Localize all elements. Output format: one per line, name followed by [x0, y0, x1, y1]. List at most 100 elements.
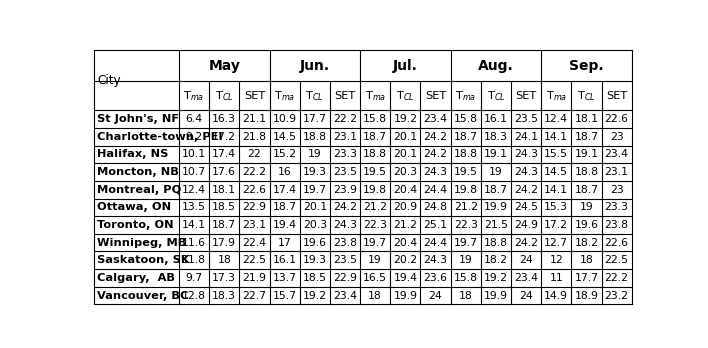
Text: 20.3: 20.3	[393, 167, 418, 177]
Text: Jun.: Jun.	[299, 58, 330, 73]
Text: 19.1: 19.1	[574, 149, 598, 159]
Text: 13.7: 13.7	[273, 273, 297, 283]
Text: 22.5: 22.5	[605, 255, 629, 265]
Text: 19.9: 19.9	[484, 202, 508, 212]
Text: Vancouver, BC: Vancouver, BC	[97, 291, 188, 301]
Text: 19.4: 19.4	[273, 220, 297, 230]
Text: 24.1: 24.1	[514, 132, 538, 142]
Text: 19.2: 19.2	[484, 273, 508, 283]
Text: 14.1: 14.1	[182, 220, 206, 230]
Text: Halifax, NS: Halifax, NS	[97, 149, 169, 159]
Text: 24: 24	[519, 255, 533, 265]
Text: 18.7: 18.7	[363, 132, 387, 142]
Text: SET: SET	[334, 91, 355, 101]
Text: 19.6: 19.6	[574, 220, 598, 230]
Text: 17.3: 17.3	[212, 273, 236, 283]
Text: 18.1: 18.1	[212, 185, 236, 195]
Text: 6.4: 6.4	[185, 114, 202, 124]
Text: 19.9: 19.9	[484, 291, 508, 301]
Text: 24.3: 24.3	[514, 149, 538, 159]
Text: 19.6: 19.6	[303, 238, 327, 248]
Text: 24.4: 24.4	[423, 185, 447, 195]
Text: 23.4: 23.4	[605, 149, 629, 159]
Text: T$_{CL}$: T$_{CL}$	[305, 89, 324, 103]
Text: 19.3: 19.3	[303, 167, 327, 177]
Text: 20.4: 20.4	[393, 238, 418, 248]
Text: 14.1: 14.1	[544, 185, 569, 195]
Text: 17: 17	[278, 238, 292, 248]
Text: 24: 24	[519, 291, 533, 301]
Text: 19.7: 19.7	[454, 238, 478, 248]
Text: 15.8: 15.8	[454, 273, 478, 283]
Text: 23: 23	[610, 185, 624, 195]
Text: Sep.: Sep.	[569, 58, 604, 73]
Text: 16.5: 16.5	[363, 273, 387, 283]
Text: Calgary,  AB: Calgary, AB	[97, 273, 176, 283]
Text: Toronto, ON: Toronto, ON	[97, 220, 174, 230]
Text: 24.2: 24.2	[423, 132, 447, 142]
Text: 20.1: 20.1	[303, 202, 327, 212]
Text: 24.2: 24.2	[514, 238, 538, 248]
Text: 18.7: 18.7	[454, 132, 478, 142]
Text: 24.8: 24.8	[423, 202, 447, 212]
Text: 20.9: 20.9	[393, 202, 418, 212]
Text: 17.4: 17.4	[212, 149, 236, 159]
Text: 18.8: 18.8	[484, 238, 508, 248]
Text: 17.2: 17.2	[212, 132, 236, 142]
Text: 21.1: 21.1	[242, 114, 266, 124]
Text: 15.8: 15.8	[363, 114, 387, 124]
Text: 23.8: 23.8	[605, 220, 629, 230]
Text: SET: SET	[425, 91, 446, 101]
Text: 20.1: 20.1	[393, 132, 418, 142]
Text: 19.5: 19.5	[454, 167, 478, 177]
Text: 19.9: 19.9	[394, 291, 417, 301]
Text: 11: 11	[549, 273, 563, 283]
Text: 21.2: 21.2	[454, 202, 478, 212]
Text: 18.7: 18.7	[273, 202, 297, 212]
Text: SET: SET	[515, 91, 537, 101]
Text: SET: SET	[244, 91, 265, 101]
Text: T$_{CL}$: T$_{CL}$	[577, 89, 595, 103]
Text: 24.2: 24.2	[423, 149, 447, 159]
Text: 18: 18	[580, 255, 593, 265]
Text: 23.2: 23.2	[605, 291, 629, 301]
Text: 23.3: 23.3	[333, 149, 357, 159]
Text: 23.5: 23.5	[514, 114, 538, 124]
Text: T$_{ma}$: T$_{ma}$	[546, 89, 567, 103]
Text: 23.1: 23.1	[242, 220, 266, 230]
Text: 20.2: 20.2	[393, 255, 418, 265]
Text: 22.2: 22.2	[333, 114, 357, 124]
Text: 14.5: 14.5	[273, 132, 297, 142]
Text: 17.6: 17.6	[212, 167, 236, 177]
Text: 19.1: 19.1	[484, 149, 508, 159]
Text: 22.6: 22.6	[242, 185, 266, 195]
Text: 14.5: 14.5	[544, 167, 569, 177]
Text: 12.4: 12.4	[544, 114, 569, 124]
Text: 18.7: 18.7	[574, 185, 598, 195]
Text: 19.3: 19.3	[303, 255, 327, 265]
Text: 18.7: 18.7	[484, 185, 508, 195]
Text: 23.1: 23.1	[333, 132, 357, 142]
Text: 10.1: 10.1	[182, 149, 206, 159]
Text: 21.8: 21.8	[242, 132, 266, 142]
Text: 18.7: 18.7	[212, 220, 236, 230]
Text: 16.3: 16.3	[212, 114, 236, 124]
Text: 17.7: 17.7	[303, 114, 327, 124]
Text: 20.1: 20.1	[393, 149, 418, 159]
Text: 18.5: 18.5	[212, 202, 236, 212]
Text: 23.9: 23.9	[333, 185, 357, 195]
Text: 18.9: 18.9	[574, 291, 598, 301]
Text: 23.4: 23.4	[333, 291, 357, 301]
Text: 20.3: 20.3	[303, 220, 327, 230]
Text: 18.3: 18.3	[484, 132, 508, 142]
Text: 18.8: 18.8	[303, 132, 327, 142]
Text: 21.5: 21.5	[484, 220, 508, 230]
Text: 19: 19	[459, 255, 472, 265]
Text: 22.3: 22.3	[363, 220, 387, 230]
Text: 23.4: 23.4	[423, 114, 447, 124]
Text: 19.7: 19.7	[303, 185, 327, 195]
Text: 20.4: 20.4	[393, 185, 418, 195]
Text: 22.4: 22.4	[242, 238, 266, 248]
Text: St John's, NF: St John's, NF	[97, 114, 179, 124]
Text: 23.5: 23.5	[333, 167, 357, 177]
